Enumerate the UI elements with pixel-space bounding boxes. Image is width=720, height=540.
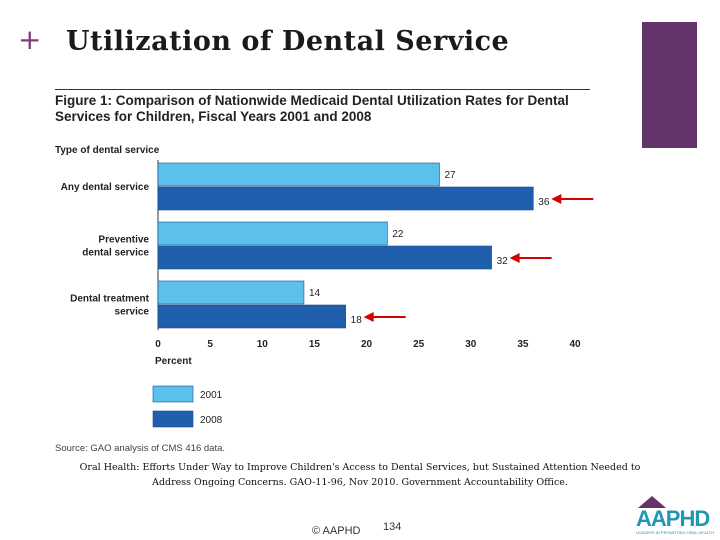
legend-swatch-2008 — [152, 410, 194, 428]
data-label: 27 — [444, 170, 456, 181]
x-tick-label: 20 — [361, 339, 373, 350]
x-tick-label: 15 — [309, 339, 321, 350]
annotation-arrowhead — [509, 253, 520, 263]
data-label: 22 — [392, 229, 404, 240]
x-tick-label: 40 — [569, 339, 581, 350]
category-label: Dental treatment — [70, 294, 150, 305]
figure-title: Figure 1: Comparison of Nationwide Medic… — [55, 93, 569, 124]
data-label: 18 — [351, 315, 363, 326]
bar-2001 — [157, 280, 305, 305]
logo-tagline: LEADERS IN PROMOTING ORAL HEALTH — [636, 530, 715, 535]
copyright: © AAPHD — [312, 525, 361, 537]
annotation-arrowhead — [551, 194, 562, 204]
category-label: dental service — [82, 248, 149, 259]
data-label: 14 — [309, 288, 321, 299]
bar-2001 — [157, 221, 388, 246]
category-axis-title: Type of dental service — [55, 145, 160, 156]
legend-swatch-2001 — [152, 385, 194, 403]
accent-block — [642, 22, 697, 148]
figure-rule — [55, 89, 590, 90]
data-label: 36 — [538, 197, 550, 208]
logo-text: AAPHD — [636, 506, 710, 531]
aaphd-logo: AAPHD LEADERS IN PROMOTING ORAL HEALTH — [636, 496, 716, 538]
x-tick-label: 10 — [257, 339, 269, 350]
logo-roof-icon — [638, 496, 666, 508]
bar-2008 — [157, 245, 492, 270]
legend-label: 2001 — [200, 390, 223, 401]
data-label: 32 — [497, 256, 509, 267]
x-tick-label: 30 — [465, 339, 477, 350]
plus-icon: + — [18, 23, 42, 56]
x-tick-label: 25 — [413, 339, 425, 350]
category-label: Any dental service — [61, 182, 150, 193]
category-label: Preventive — [98, 235, 149, 246]
x-tick-label: 0 — [155, 339, 161, 350]
citation: Oral Health: Efforts Under Way to Improv… — [79, 462, 641, 488]
page-number: 134 — [383, 521, 402, 533]
bar-2008 — [157, 186, 534, 211]
annotation-arrowhead — [363, 312, 374, 322]
legend-label: 2008 — [200, 415, 223, 426]
category-label: service — [115, 307, 150, 318]
bar-2001 — [157, 162, 440, 187]
figure-source: Source: GAO analysis of CMS 416 data. — [55, 443, 226, 454]
x-tick-label: 5 — [207, 339, 213, 350]
bar-2008 — [157, 304, 346, 329]
x-axis-title: Percent — [155, 356, 192, 367]
slide-title: Utilization of Dental Service — [66, 26, 510, 57]
x-tick-label: 35 — [517, 339, 529, 350]
